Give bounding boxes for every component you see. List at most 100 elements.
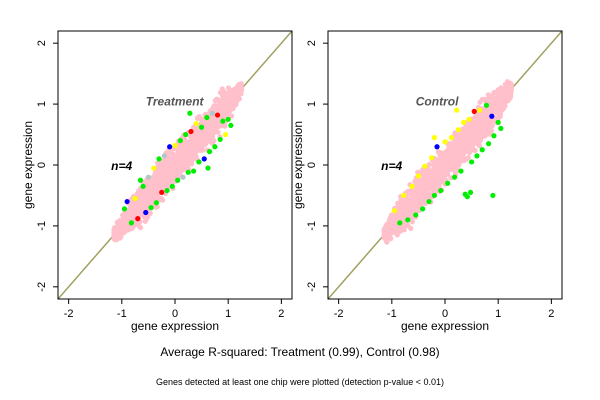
panel-2-y-axis-label: gene expression	[291, 121, 305, 209]
panel-1-point-bulk	[188, 143, 194, 149]
panel-1-point-bulk	[225, 96, 232, 102]
panel-1-point-bulk	[200, 116, 206, 122]
panel-2-point-bulk	[436, 170, 442, 176]
panel-2-point-bulk	[444, 155, 450, 161]
panel-1-point-36	[222, 131, 229, 138]
panel-2-point-bulk	[499, 101, 505, 107]
panel-2-point-bulk	[427, 175, 433, 181]
panel-1-point-bulk	[217, 98, 223, 104]
panel-2-point-bulk	[449, 165, 455, 171]
panel-1-point-bulk	[196, 113, 202, 120]
panel-2-point-bulk	[462, 124, 468, 130]
panel-2-x-tick-label: -1	[387, 308, 397, 320]
panel-1-y-tick-label: 2	[36, 40, 48, 46]
panel-1-point-9	[151, 165, 157, 171]
panel-2-point-11	[429, 155, 435, 161]
panel-2-point-bulk	[443, 160, 450, 166]
panel-2-x-tick-label: -2	[334, 308, 344, 320]
panel-1-point-14	[164, 187, 170, 194]
panel-1-point-bulk	[193, 136, 199, 142]
panel-2-point-bulk	[415, 177, 421, 183]
panel-2-x-axis-label: gene expression	[401, 319, 489, 333]
panel-1-point-39	[137, 177, 144, 183]
panel-1-y-tick-label: -1	[36, 221, 48, 231]
panel-2-point-36	[467, 189, 474, 196]
panel-2-point-bulk	[420, 171, 426, 177]
panel-1-point-10	[153, 200, 159, 206]
panel-1-point-30	[206, 149, 213, 155]
panel-1-x-tick-label: 2	[278, 308, 284, 320]
panel-2-point-bulk	[496, 105, 502, 111]
panel-2-point-bulk	[415, 191, 421, 197]
panel-2-point-15	[442, 139, 448, 145]
panel-1-point-bulk	[142, 192, 148, 198]
panel-1-point-28	[201, 156, 207, 162]
panel-2-point-13	[434, 144, 440, 150]
panel-1-point-bulk	[153, 194, 159, 200]
panel-1-point-bulk	[212, 117, 218, 123]
panel-1-point-8	[148, 205, 154, 211]
panel-1-y-tick-label: 1	[36, 101, 48, 107]
panel-1-point-15	[167, 144, 173, 150]
panel-2-point-24	[468, 159, 475, 165]
panel-2-point-19	[455, 127, 461, 133]
panel-2-point-14	[438, 187, 444, 194]
panel-2-point-26	[474, 153, 480, 159]
panel-2-point-bulk	[435, 149, 441, 155]
panel-1-point-bulk	[190, 156, 196, 162]
panel-1-point-bulk	[225, 85, 232, 91]
panel-1-point-bulk	[183, 140, 189, 146]
panel-1-point-bulk	[169, 160, 175, 167]
panel-1-point-18	[175, 177, 181, 183]
panel-2-y-tick-label: 0	[306, 162, 318, 168]
panel-1-point-35	[220, 118, 226, 124]
panel-1-point-2	[128, 220, 134, 226]
panel-2-point-bulk	[393, 226, 399, 232]
panel-1-point-bulk	[152, 172, 159, 178]
panel-1-point-bulk	[142, 218, 148, 224]
panel-2-point-bulk	[487, 119, 493, 125]
panel-1-point-31	[209, 110, 215, 116]
panel-1-point-bulk	[233, 96, 239, 102]
panel-1-plot-area	[58, 31, 292, 299]
panel-1-point-bulk	[224, 103, 230, 109]
control-panel: -2 -1 0 1 2 -2 -1 0 1 2 gene expression gene expres…	[291, 30, 563, 333]
panel-2-point-bulk	[445, 171, 451, 177]
panel-2-point-bulk	[491, 102, 497, 108]
panel-1-y-tick-label: 0	[36, 162, 48, 168]
panel-1-point-bulk	[188, 135, 194, 141]
panel-2-point-bulk	[451, 144, 457, 151]
detection-footnote: Genes detected at least one chip were pl…	[156, 377, 444, 387]
panel-1-point-bulk	[148, 182, 155, 188]
panel-2-x-tick-label: 1	[495, 308, 501, 320]
panel-2-point-bulk	[466, 129, 473, 135]
panel-1-point-bulk	[176, 142, 182, 148]
panel-1-sample-count: n=4	[111, 159, 132, 173]
panel-2-point-bulk	[452, 130, 458, 136]
panel-2-point-bulk	[432, 182, 439, 188]
panel-2-point-35	[462, 191, 468, 197]
panel-2-x-tick-label: 2	[548, 308, 554, 320]
panel-2-point-bulk	[410, 190, 416, 196]
panel-2-point-32	[491, 133, 497, 139]
panel-1-point-bulk	[171, 165, 177, 171]
panel-1-point-bulk	[112, 232, 118, 238]
panel-1-point-bulk	[202, 128, 208, 134]
panel-1-point-33	[214, 112, 221, 118]
panel-2-point-bulk	[404, 203, 410, 209]
panel-1-point-32	[212, 144, 218, 150]
panel-2-point-bulk	[431, 166, 437, 172]
panel-1-point-bulk	[147, 192, 153, 198]
panel-1-point-bulk	[141, 187, 147, 194]
panel-1-point-bulk	[148, 199, 154, 205]
panel-2-point-bulk	[419, 189, 425, 195]
panel-2-point-28	[479, 147, 485, 153]
panel-1-point-1	[121, 206, 128, 212]
panel-2-point-37	[431, 134, 437, 141]
panel-2-point-bulk	[455, 157, 461, 163]
panel-2-point-10	[426, 198, 432, 205]
panel-2-point-bulk	[489, 123, 495, 129]
panel-2-x-tick-label: 0	[442, 308, 448, 320]
panel-1-y-tick-label: -2	[36, 282, 48, 292]
panel-2-point-bulk	[482, 114, 488, 120]
